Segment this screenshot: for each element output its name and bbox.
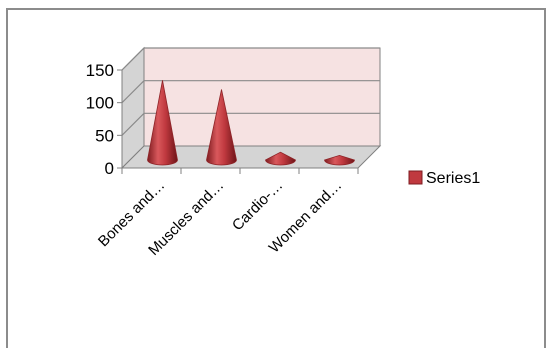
chart-walls <box>120 46 382 170</box>
legend: Series1 <box>408 170 480 187</box>
cone-body <box>147 80 178 166</box>
cone-body <box>265 151 296 166</box>
gridline <box>121 47 380 71</box>
gridlines <box>121 47 380 136</box>
y-tick-label: 0 <box>105 159 114 178</box>
gridline <box>121 80 380 104</box>
cone-2 <box>206 89 237 166</box>
y-tick-label: 50 <box>95 126 114 145</box>
cone-body <box>324 155 355 166</box>
y-tick-label: 150 <box>86 61 114 80</box>
x-axis-labels: Bones and…Muscles and… Cardio-…Women and… <box>95 177 345 259</box>
y-axis-ticks: 0 50 100 150 <box>86 61 359 178</box>
x-category-label: Cardio-… <box>229 177 286 234</box>
y-tick-label: 100 <box>86 94 114 113</box>
cone-3 <box>265 151 296 166</box>
legend-label-series1: Series1 <box>426 170 480 187</box>
cone-chart: 0 50 100 150 Bones and…Muscles and… Cardio-…… <box>86 46 480 259</box>
legend-swatch-series1 <box>408 170 423 185</box>
cone-1 <box>147 80 178 166</box>
cone-4 <box>324 155 355 166</box>
cone-body <box>206 89 237 166</box>
gridline <box>121 112 380 136</box>
data-cones <box>147 80 355 166</box>
back-wall <box>143 47 381 147</box>
